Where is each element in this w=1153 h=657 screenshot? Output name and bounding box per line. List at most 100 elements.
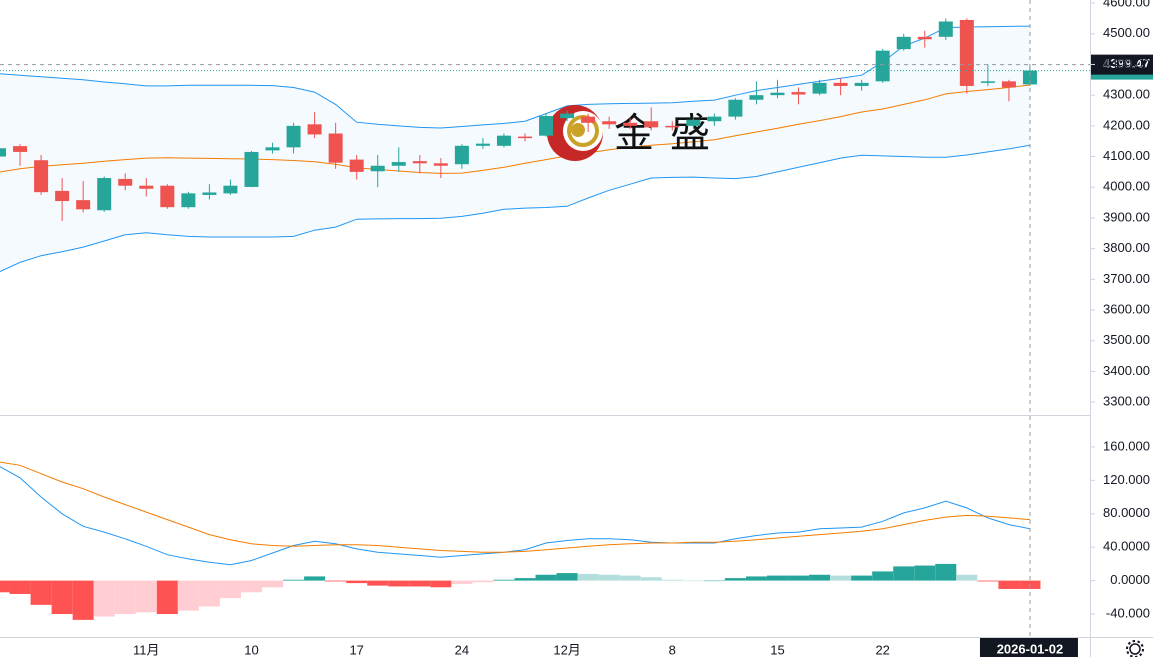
y-tick-label: 0.0000	[1110, 572, 1150, 587]
candle-body	[265, 147, 280, 151]
y-tick-label: 3800.00	[1103, 240, 1150, 255]
candle-body	[454, 145, 469, 165]
histogram-bar	[830, 575, 852, 581]
band-fill	[0, 26, 1030, 272]
candle-body	[13, 146, 28, 152]
histogram-bar	[177, 580, 199, 611]
histogram-bar	[872, 571, 894, 581]
candle-body	[181, 193, 196, 208]
candle-body	[875, 50, 890, 82]
histogram-bar	[451, 580, 473, 584]
histogram-bar	[9, 580, 31, 594]
gear[interactable]	[1129, 643, 1141, 655]
candle-body	[55, 190, 70, 202]
histogram-bar	[156, 580, 178, 615]
y-tick-label: 4500.00	[1103, 25, 1150, 40]
histogram-bar	[240, 580, 262, 593]
histogram-bar	[788, 575, 810, 581]
candle-body	[539, 116, 554, 136]
gear-teeth[interactable]	[1126, 640, 1144, 657]
candle-body	[391, 162, 406, 166]
histogram-bar	[304, 576, 326, 581]
logo-core	[571, 123, 585, 137]
histogram-bar	[935, 563, 957, 581]
candle-body	[560, 113, 575, 119]
histogram-bar	[51, 580, 73, 615]
candle-body	[791, 92, 806, 95]
candle-body	[581, 116, 596, 123]
histogram-bar	[766, 575, 788, 581]
histogram-bar	[851, 575, 873, 581]
histogram-bar	[514, 578, 536, 581]
y-tick-label: 160.000	[1103, 438, 1150, 453]
histogram-bar	[325, 580, 347, 582]
candle-body	[34, 160, 49, 193]
y-tick-label: -40.000	[1106, 605, 1150, 620]
histogram-bar	[619, 575, 641, 581]
candle-body	[728, 99, 743, 117]
middle-band	[0, 84, 1031, 174]
candle-body	[518, 136, 532, 139]
histogram-bar	[283, 579, 305, 581]
candle-body	[328, 133, 343, 163]
histogram-bar	[472, 580, 494, 583]
x-tick-label: 12月	[553, 642, 580, 657]
dea-line	[0, 461, 1031, 553]
candle-body	[644, 121, 659, 128]
candle-body	[833, 82, 848, 86]
candle-body	[160, 185, 175, 208]
histogram-bar	[72, 580, 94, 620]
histogram-bar	[93, 580, 115, 617]
y-tick-label: 4000.00	[1103, 179, 1150, 194]
candle-body	[980, 81, 995, 83]
y-tick-label: 4200.00	[1103, 117, 1150, 132]
y-tick-label: 4400.00	[1103, 56, 1150, 71]
candle-body	[812, 82, 827, 94]
candle-body	[244, 151, 259, 187]
histogram-bar	[914, 565, 936, 581]
x-tick-label: 11月	[133, 642, 160, 657]
candle-body	[959, 19, 974, 86]
candle-body	[917, 36, 932, 40]
histogram-bar	[388, 580, 410, 587]
histogram-bar	[493, 579, 515, 581]
candle-body	[496, 135, 511, 146]
candle-body	[749, 95, 764, 100]
histogram-bar	[430, 580, 452, 588]
candle-body	[76, 200, 91, 210]
histogram-bar	[724, 578, 746, 581]
histogram-bar	[809, 574, 831, 581]
histogram-bar	[998, 580, 1020, 589]
y-tick-label: 40.0000	[1103, 539, 1150, 554]
histogram-bar	[556, 573, 578, 581]
y-tick-label: 3900.00	[1103, 209, 1150, 224]
x-tick-label: 15	[770, 642, 784, 657]
candle-body	[223, 185, 238, 194]
histogram-bar	[577, 573, 599, 581]
candle-body	[433, 163, 448, 166]
histogram-bar	[977, 580, 999, 582]
y-tick-label: 3500.00	[1103, 332, 1150, 347]
candle-body	[770, 92, 785, 96]
settings-icon[interactable]	[1126, 640, 1144, 657]
candle-body	[370, 165, 385, 172]
candle-body	[623, 122, 638, 126]
candle-body	[286, 125, 301, 148]
candle-body	[97, 178, 112, 211]
candle-body	[349, 159, 364, 172]
y-tick-label: 3400.00	[1103, 363, 1150, 378]
histogram-bar	[640, 577, 662, 581]
histogram-bar	[114, 580, 136, 615]
candle-body	[938, 21, 953, 37]
candle-body	[1001, 81, 1016, 88]
y-tick-label: 3600.00	[1103, 301, 1150, 316]
crosshair-price-label: 4399.47	[1103, 56, 1150, 71]
y-tick-label: 3300.00	[1103, 394, 1150, 409]
histogram-bar	[0, 580, 10, 593]
histogram-bar	[661, 579, 683, 581]
x-tick-label: 17	[349, 642, 363, 657]
histogram-bar	[219, 580, 241, 599]
candle-body	[665, 125, 680, 128]
upper-band	[0, 25, 1031, 129]
